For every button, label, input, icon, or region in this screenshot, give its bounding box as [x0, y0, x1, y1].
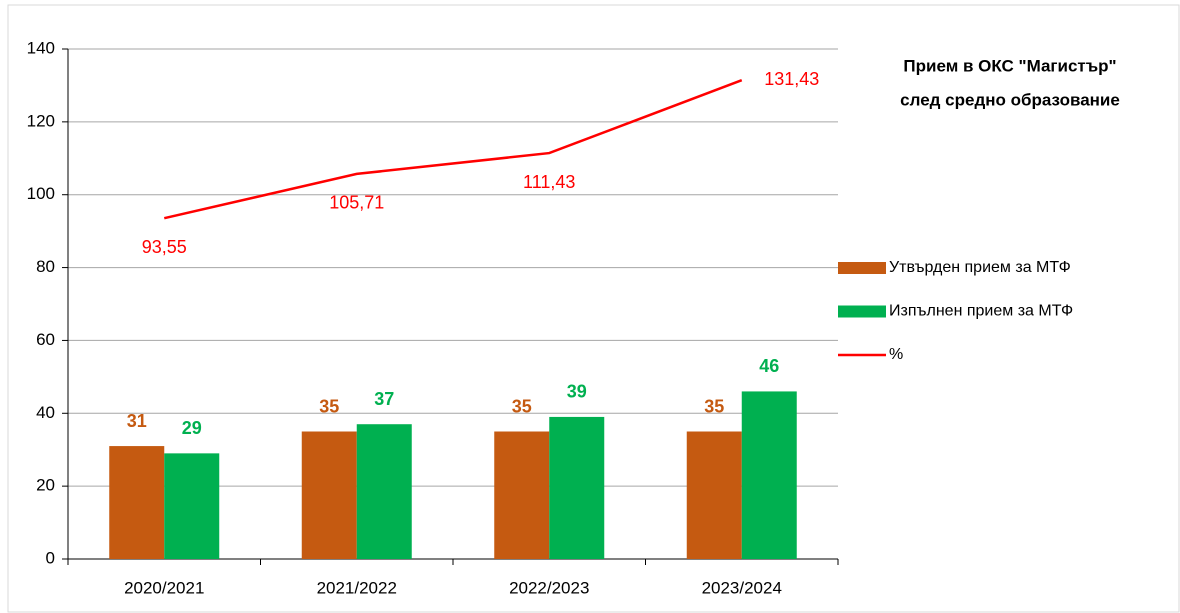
x-tick-label: 2022/2023 — [509, 578, 589, 597]
legend-label: % — [889, 346, 903, 363]
y-tick-label: 140 — [27, 38, 55, 57]
y-tick-label: 20 — [36, 476, 55, 495]
bar — [494, 431, 550, 559]
bar — [356, 424, 412, 559]
line — [163, 79, 743, 220]
bar-value-label: 35 — [512, 396, 532, 416]
x-tick-label: 2023/2024 — [702, 578, 782, 597]
bar — [741, 391, 797, 559]
bar-value-label: 31 — [127, 411, 147, 431]
y-tick-label: 100 — [27, 184, 55, 203]
legend-label: Утвърден прием за МТФ — [889, 259, 1071, 276]
legend-swatch — [838, 262, 886, 274]
y-tick-label: 40 — [36, 403, 55, 422]
x-tick-label: 2021/2022 — [317, 578, 397, 597]
bar — [164, 453, 220, 559]
bar — [301, 431, 357, 559]
y-tick-label: 80 — [36, 257, 55, 276]
bar-value-label: 29 — [182, 418, 202, 438]
bar-value-label: 37 — [374, 389, 394, 409]
x-tick-label: 2020/2021 — [124, 578, 204, 597]
y-tick-label: 60 — [36, 330, 55, 349]
chart-title: след средно образование — [900, 90, 1120, 109]
legend-swatch — [838, 305, 886, 318]
line-value-label: 93,55 — [142, 237, 187, 257]
line-value-label: 131,43 — [764, 69, 819, 89]
bar — [549, 416, 605, 559]
bar-value-label: 35 — [319, 396, 339, 416]
legend-label: Изпълнен прием за МТФ — [889, 303, 1073, 320]
line-value-label: 105,71 — [329, 193, 384, 213]
chart-title: Прием в ОКС "Магистър" — [903, 56, 1116, 75]
bar-value-label: 35 — [704, 396, 724, 416]
bar-value-label: 39 — [567, 382, 587, 402]
bar — [686, 431, 742, 559]
line-value-label: 111,43 — [523, 172, 575, 192]
y-tick-label: 0 — [46, 548, 55, 567]
bar — [109, 446, 165, 559]
y-tick-label: 120 — [27, 111, 55, 130]
bar-value-label: 46 — [759, 356, 779, 376]
chart-frame — [7, 4, 1180, 613]
